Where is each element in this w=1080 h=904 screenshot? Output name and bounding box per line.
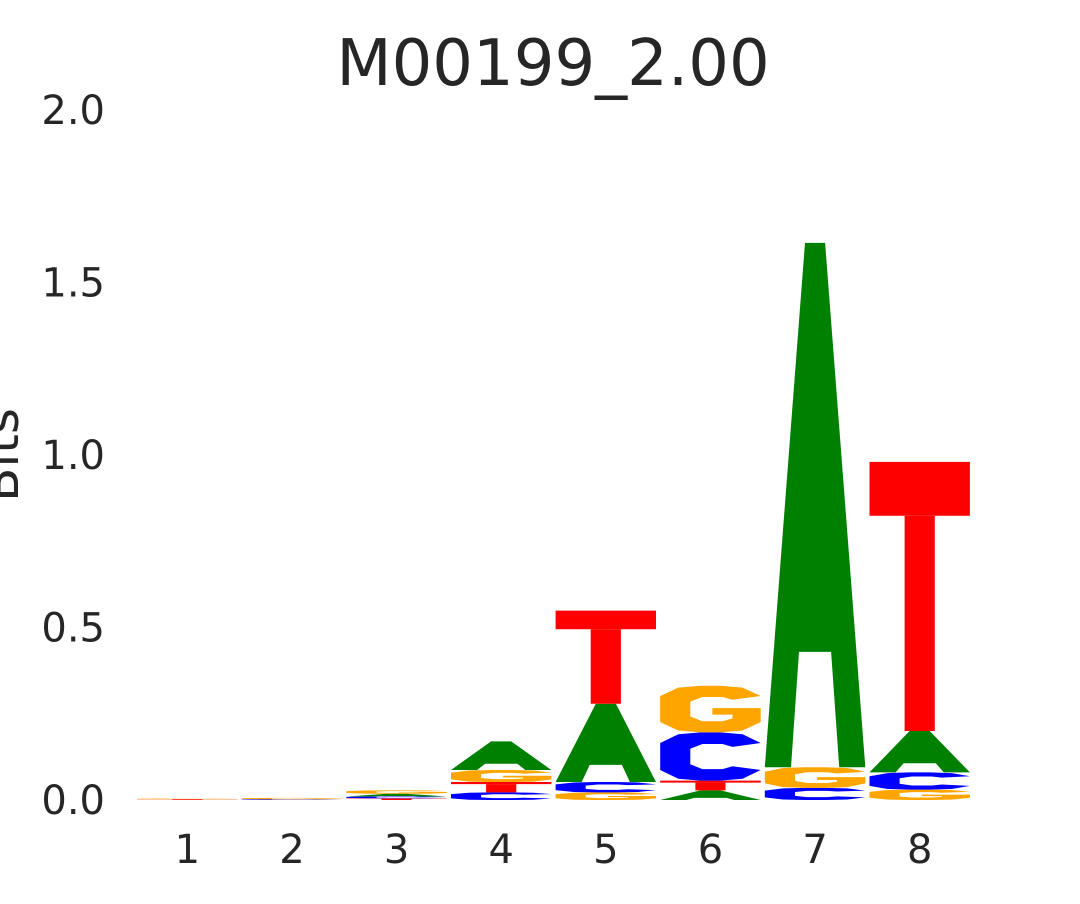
y-tick-label: 1.0	[41, 433, 105, 479]
logo-letter-T-pos-6	[660, 781, 761, 791]
y-axis-ticks: 0.0 0.5 1.0 1.5 2.0	[41, 88, 105, 824]
letter-G-shape	[556, 792, 656, 800]
y-tick-label: 2.0	[41, 88, 105, 134]
logo-letter-C-pos-7	[765, 788, 866, 800]
logo-letter-A-pos-7	[765, 243, 866, 767]
logo-letter-C-pos-5	[556, 782, 656, 792]
chart-title: M00199_2.00	[336, 27, 769, 101]
logo-letter-C-pos-8	[870, 772, 970, 789]
logo-letter-T-pos-5	[556, 611, 656, 704]
logo-letter-T-pos-1	[137, 799, 237, 800]
letter-T-shape	[660, 781, 761, 783]
letter-T-shape	[382, 799, 412, 800]
logo-letters	[137, 243, 970, 800]
letter-C-shape	[660, 732, 761, 780]
logo-letter-G-pos-6	[660, 686, 761, 733]
logo-letter-G-pos-3	[346, 790, 447, 793]
x-tick-label: 6	[698, 827, 723, 873]
x-tick-label: 8	[907, 827, 932, 873]
logo-letter-C-pos-3	[346, 797, 447, 799]
letter-T-shape	[591, 629, 621, 704]
logo-letter-C-pos-4	[451, 792, 551, 800]
letter-G-shape	[870, 790, 970, 800]
logo-letter-G-pos-8	[870, 790, 970, 800]
logo-letter-C-pos-2	[242, 799, 343, 800]
logo-letter-A-pos-3	[346, 794, 447, 797]
letter-G-shape	[765, 767, 866, 788]
logo-letter-A-pos-8	[870, 731, 970, 772]
letter-T-shape	[870, 462, 970, 516]
x-tick-label: 5	[593, 827, 618, 873]
x-tick-label: 7	[802, 827, 827, 873]
letter-G-shape	[451, 770, 551, 782]
x-tick-label: 4	[488, 827, 513, 873]
logo-letter-T-pos-8	[870, 462, 970, 731]
x-tick-label: 3	[384, 827, 409, 873]
logo-letter-G-pos-1	[137, 799, 237, 800]
logo-letter-A-pos-5	[556, 704, 656, 782]
logo-letter-A-pos-6	[660, 790, 761, 800]
letter-C-shape	[346, 797, 447, 799]
letter-T-shape	[172, 799, 202, 800]
x-tick-label: 1	[175, 827, 200, 873]
x-tick-label: 2	[279, 827, 304, 873]
letter-C-shape	[870, 772, 970, 789]
letter-T-shape	[695, 783, 725, 791]
letter-T-shape	[451, 782, 551, 784]
logo-letter-T-pos-4	[451, 782, 551, 792]
x-axis-ticks: 1 2 3 4 5 6 7 8	[175, 827, 933, 873]
letter-T-shape	[486, 784, 516, 792]
logo-letter-G-pos-5	[556, 792, 656, 800]
letter-G-shape	[660, 686, 761, 733]
letter-G-shape	[242, 798, 343, 799]
logo-letter-G-pos-7	[765, 767, 866, 788]
letter-C-shape	[556, 782, 656, 792]
logo-letter-T-pos-3	[346, 798, 447, 800]
y-tick-label: 1.5	[41, 261, 105, 307]
logo-letter-G-pos-2	[242, 798, 343, 799]
y-tick-label: 0.0	[41, 778, 105, 824]
y-tick-label: 0.5	[41, 606, 105, 652]
letter-C-shape	[765, 788, 866, 800]
letter-G-shape	[137, 799, 237, 800]
letter-T-shape	[905, 516, 935, 731]
logo-letter-C-pos-6	[660, 732, 761, 780]
logo-letter-A-pos-4	[451, 741, 551, 770]
letter-C-shape	[242, 799, 343, 800]
logo-letter-G-pos-4	[451, 770, 551, 782]
y-axis-label: Bits	[0, 408, 30, 502]
letter-G-shape	[346, 790, 447, 793]
letter-C-shape	[451, 792, 551, 800]
letter-T-shape	[556, 611, 656, 630]
